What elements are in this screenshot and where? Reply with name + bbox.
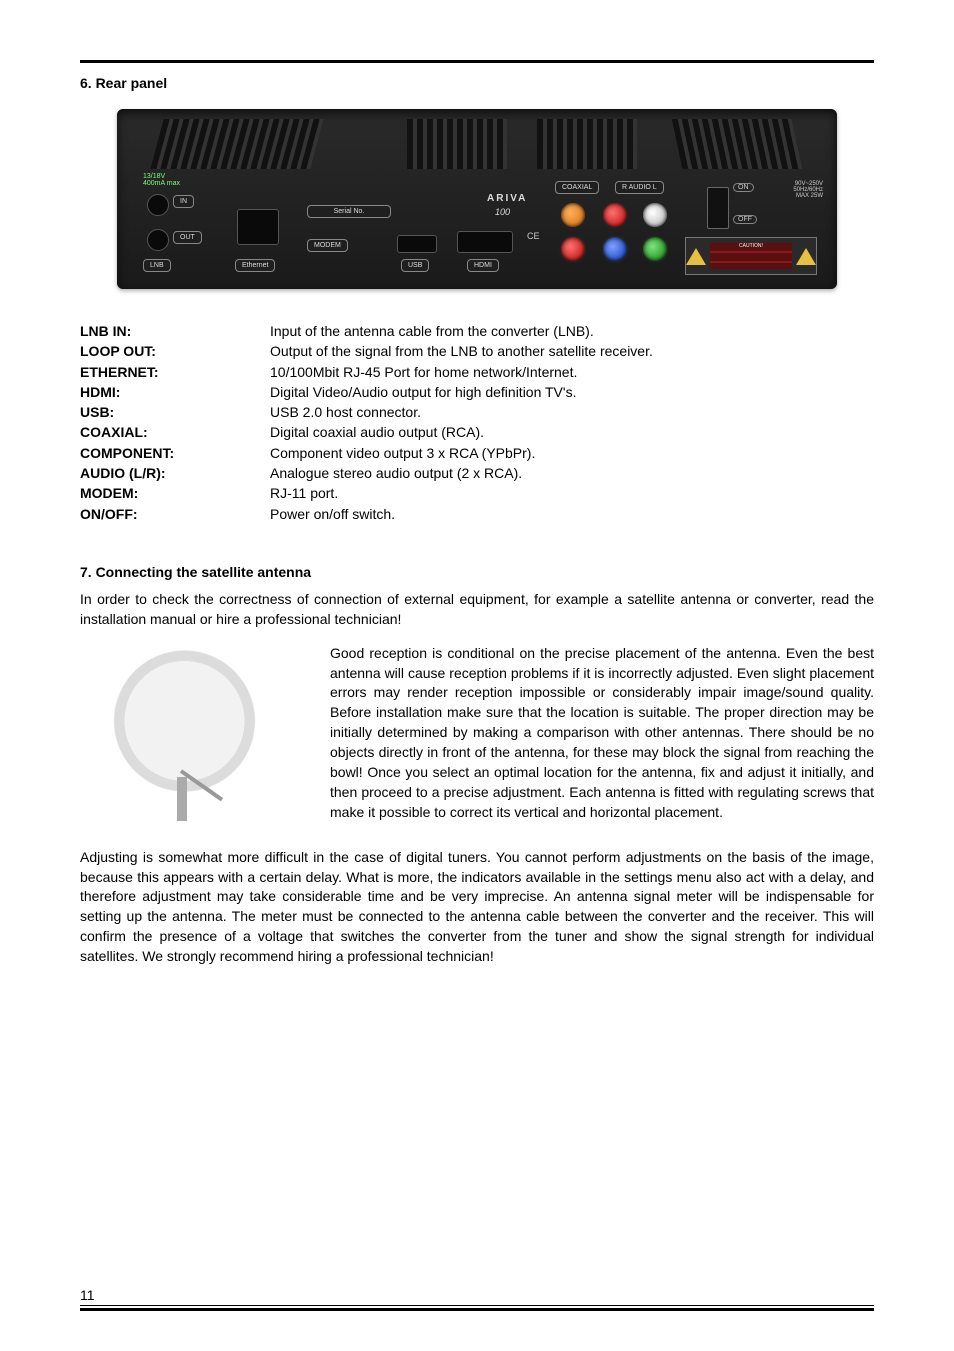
lnb-out-port-icon: [147, 229, 169, 251]
section-7-body1-wrap: Good reception is conditional on the pre…: [80, 644, 874, 834]
voltage-label: 90V~250V 50Hz/60Hz MAX 25W: [793, 181, 823, 199]
definition-row: ON/OFF: Power on/off switch.: [80, 504, 874, 524]
definition-desc: Power on/off switch.: [270, 504, 395, 524]
definition-row: LOOP OUT: Output of the signal from the …: [80, 341, 874, 361]
power-switch-icon: [707, 187, 729, 229]
warning-triangle-icon: [686, 248, 706, 265]
modem-label: MODEM: [307, 239, 348, 252]
section-7-body2: Adjusting is somewhat more difficult in …: [80, 848, 874, 967]
ethernet-label: Ethernet: [235, 259, 275, 272]
definition-term: ON/OFF:: [80, 504, 270, 524]
bottom-horizontal-rule: [80, 1305, 874, 1311]
definition-row: AUDIO (L/R): Analogue stereo audio outpu…: [80, 463, 874, 483]
top-horizontal-rule: [80, 60, 874, 63]
satellite-dish-figure: [80, 648, 312, 830]
definition-term: USB:: [80, 402, 270, 422]
lnb-spec-label: 13/18V 400mA max: [143, 173, 180, 187]
rca-y-icon: [641, 235, 669, 263]
definition-term: LOOP OUT:: [80, 341, 270, 361]
warning-triangle-icon: [796, 248, 816, 265]
lnb-in-port-icon: [147, 194, 169, 216]
vent-grille: [672, 119, 803, 169]
vent-grille: [150, 119, 323, 169]
vent-grille: [407, 119, 507, 169]
definition-desc: RJ-11 port.: [270, 483, 338, 503]
in-label: IN: [173, 195, 194, 208]
on-label: ON: [733, 183, 754, 192]
definition-desc: Component video output 3 x RCA (YPbPr).: [270, 443, 535, 463]
definition-term: COMPONENT:: [80, 443, 270, 463]
ethernet-port-icon: [237, 209, 279, 245]
page-footer: 11: [80, 1287, 874, 1311]
hdmi-label: HDMI: [467, 259, 499, 272]
out-label: OUT: [173, 231, 202, 244]
definition-term: ETHERNET:: [80, 362, 270, 382]
usb-port-icon: [397, 235, 437, 253]
rca-coaxial-icon: [559, 201, 587, 229]
hdmi-port-icon: [457, 231, 513, 253]
ce-mark: CE: [527, 231, 540, 241]
brand-label: ARIVA: [487, 193, 527, 204]
definition-desc: 10/100Mbit RJ-45 Port for home network/I…: [270, 362, 577, 382]
page-number: 11: [80, 1287, 874, 1303]
definition-desc: Digital Video/Audio output for high defi…: [270, 382, 576, 402]
section-7-body1: Good reception is conditional on the pre…: [330, 645, 874, 820]
rca-audio-r-icon: [601, 201, 629, 229]
audio-lr-label: R AUDIO L: [615, 181, 664, 194]
definition-desc: Output of the signal from the LNB to ano…: [270, 341, 653, 361]
definition-desc: USB 2.0 host connector.: [270, 402, 421, 422]
model-label: 100: [495, 207, 510, 217]
caution-panel: CAUTION!: [685, 237, 817, 275]
coaxial-label: COAXIAL: [555, 181, 599, 194]
vent-grille: [537, 119, 637, 169]
off-label: OFF: [733, 215, 757, 224]
rear-panel-definitions: LNB IN: Input of the antenna cable from …: [80, 321, 874, 524]
definition-row: HDMI: Digital Video/Audio output for hig…: [80, 382, 874, 402]
definition-term: HDMI:: [80, 382, 270, 402]
definition-row: MODEM: RJ-11 port.: [80, 483, 874, 503]
definition-desc: Input of the antenna cable from the conv…: [270, 321, 594, 341]
definition-desc: Digital coaxial audio output (RCA).: [270, 422, 484, 442]
definition-term: LNB IN:: [80, 321, 270, 341]
definition-desc: Analogue stereo audio output (2 x RCA).: [270, 463, 522, 483]
definition-term: MODEM:: [80, 483, 270, 503]
definition-row: COAXIAL: Digital coaxial audio output (R…: [80, 422, 874, 442]
definition-row: LNB IN: Input of the antenna cable from …: [80, 321, 874, 341]
rca-audio-l-icon: [641, 201, 669, 229]
usb-label: USB: [401, 259, 429, 272]
definition-term: COAXIAL:: [80, 422, 270, 442]
serial-label: Serial No.: [307, 205, 391, 218]
section-6-title: 6. Rear panel: [80, 75, 874, 91]
section-7-intro: In order to check the correctness of con…: [80, 590, 874, 630]
definition-row: COMPONENT: Component video output 3 x RC…: [80, 443, 874, 463]
definition-term: AUDIO (L/R):: [80, 463, 270, 483]
section-7-title: 7. Connecting the satellite antenna: [80, 564, 874, 580]
rear-panel-figure: IN OUT LNB 13/18V 400mA max Ethernet Ser…: [117, 109, 837, 289]
lnb-label: LNB: [143, 259, 171, 272]
rca-pb-icon: [601, 235, 629, 263]
rca-pr-icon: [559, 235, 587, 263]
definition-row: ETHERNET: 10/100Mbit RJ-45 Port for home…: [80, 362, 874, 382]
caution-text: CAUTION!: [710, 243, 792, 268]
definition-row: USB: USB 2.0 host connector.: [80, 402, 874, 422]
